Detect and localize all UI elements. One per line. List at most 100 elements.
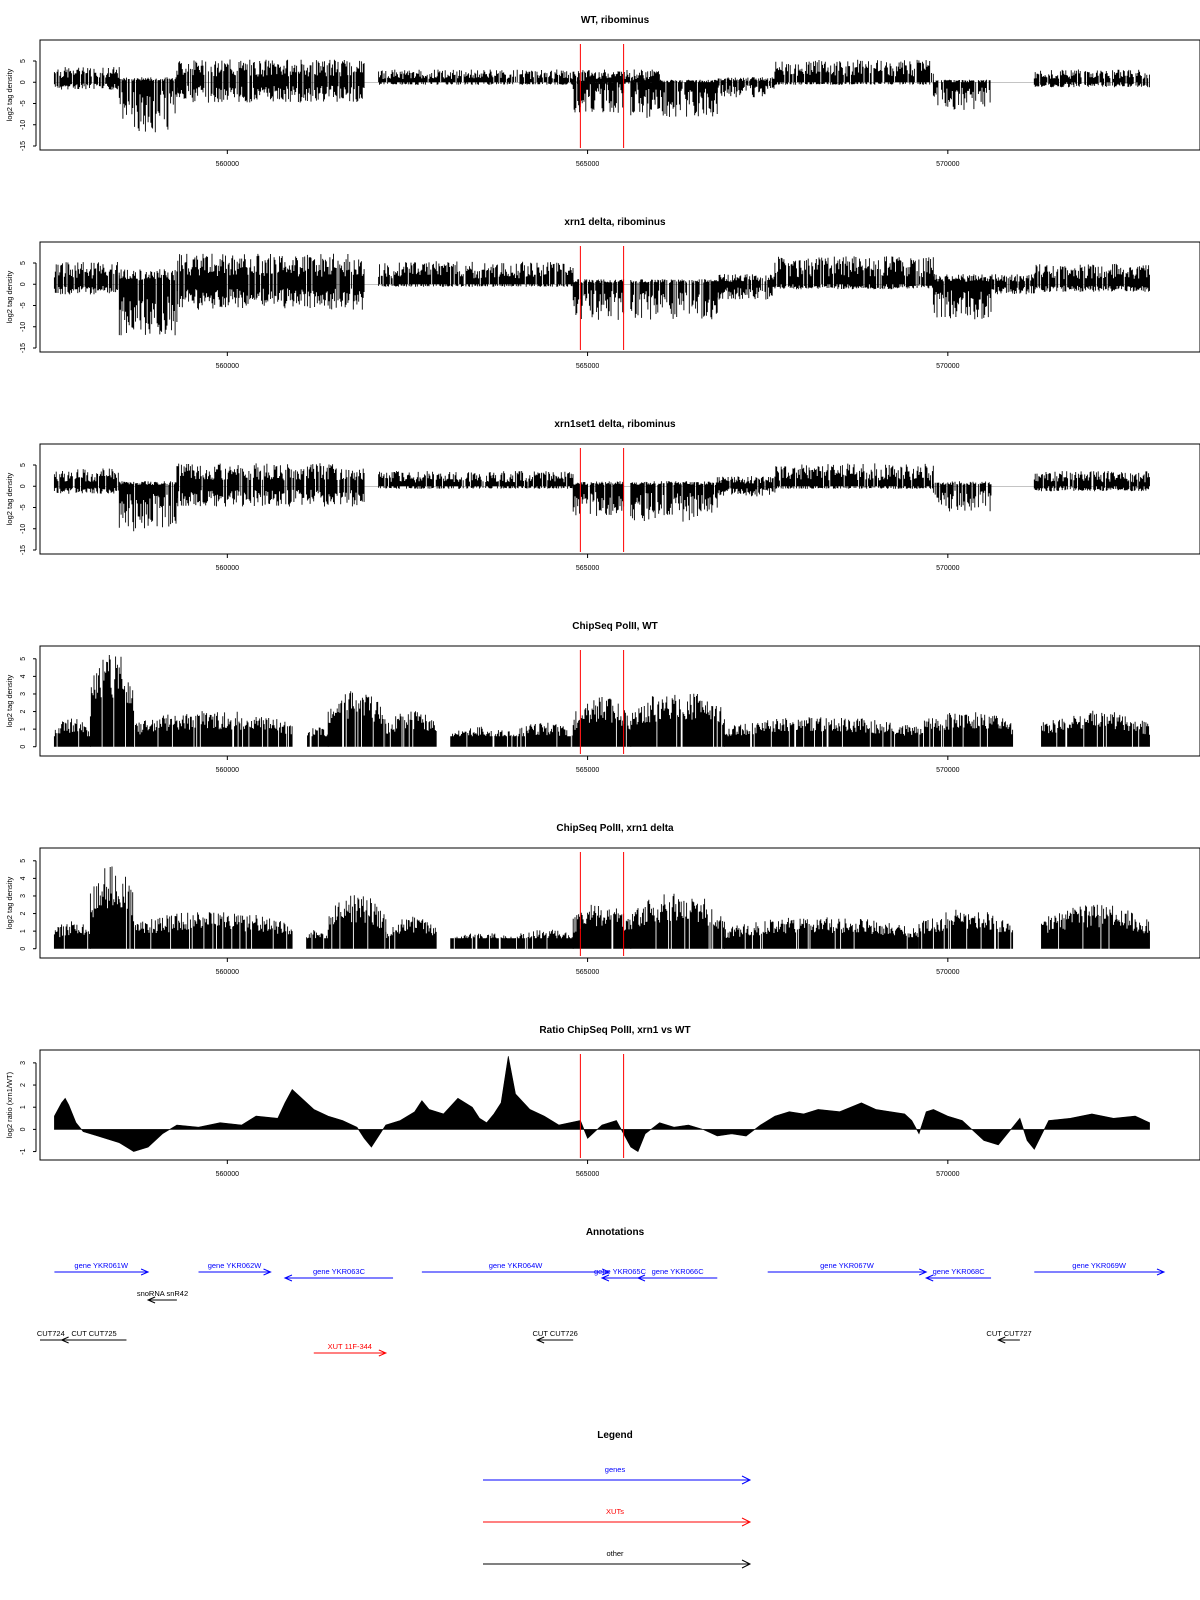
panel-2-title: xrn1 delta, ribominus xyxy=(564,217,666,228)
legend-xuts-label: XUTs xyxy=(606,1507,624,1516)
density-bars xyxy=(932,274,992,320)
density-bars xyxy=(53,67,120,90)
legend-item-other: other xyxy=(483,1549,752,1569)
density-bars xyxy=(515,722,573,747)
density-bars xyxy=(118,77,178,133)
feature-label: gene YKR062W xyxy=(208,1261,263,1270)
annotation-feature: CUT724 xyxy=(37,1329,65,1341)
x-tick-label: 565000 xyxy=(576,767,599,774)
annotation-feature: CUT CUT726 xyxy=(533,1329,578,1344)
density-bars xyxy=(89,866,135,949)
feature-label: gene YKR066C xyxy=(652,1267,705,1276)
density-bars xyxy=(724,717,919,747)
y-tick-label: 3 xyxy=(20,894,27,898)
panel-3-ylabel: log2 tag density xyxy=(5,472,14,525)
annotation-feature: gene YKR064W xyxy=(421,1261,611,1276)
annotation-feature: gene YKR066C xyxy=(636,1267,718,1282)
panel-5-axes: 5 4 3 2 1 0 560000 565000 570000 xyxy=(20,859,960,976)
density-bars xyxy=(385,916,437,949)
density-bars xyxy=(450,933,516,949)
x-tick-label: 570000 xyxy=(936,767,959,774)
panel-3-bars xyxy=(53,463,1150,532)
x-tick-label: 560000 xyxy=(216,565,239,572)
panel-6-ylabel: log2 ratio (xrn1/WT) xyxy=(5,1071,14,1138)
legend: Legend genes XUTs other xyxy=(483,1430,752,1569)
panel-1-markers xyxy=(579,44,625,148)
y-tick-label: 0 xyxy=(20,484,27,488)
y-tick-label: 4 xyxy=(20,876,27,880)
panel-2-axes: 5 0 -5 -10 -15 560000 565000 570000 xyxy=(20,261,960,370)
panel-5-title: ChipSeq PolII, xrn1 delta xyxy=(556,823,674,834)
density-bars xyxy=(932,481,992,512)
x-tick-label: 560000 xyxy=(216,363,239,370)
panel-3-frame xyxy=(39,443,1200,555)
annotation-feature: gene YKR063C xyxy=(283,1267,394,1282)
feature-label: XUT 11F-344 xyxy=(328,1342,372,1351)
density-bars xyxy=(118,269,178,336)
y-tick-label: -10 xyxy=(20,322,27,332)
panel-chipseq-xrn1: ChipSeq PolII, xrn1 delta log2 tag densi… xyxy=(5,823,1200,976)
panel-6-frame xyxy=(39,1049,1200,1161)
density-bars xyxy=(724,917,919,949)
panel-ratio: Ratio ChipSeq PolII, xrn1 vs WT log2 rat… xyxy=(5,1025,1200,1178)
density-bars xyxy=(630,79,718,118)
density-bars xyxy=(919,712,1014,747)
feature-label: CUT CUT727 xyxy=(986,1329,1031,1338)
panel-2-ylabel: log2 tag density xyxy=(5,270,14,323)
panel-3-markers xyxy=(579,448,625,552)
panel-1-axes: 5 0 -5 -10 -15 560000 565000 570000 xyxy=(20,59,960,168)
panel-3-title: xrn1set1 delta, ribominus xyxy=(554,419,676,430)
legend-genes-label: genes xyxy=(605,1465,626,1474)
y-tick-label: 1 xyxy=(20,1105,27,1109)
panel-6-markers xyxy=(579,1054,625,1158)
density-bars xyxy=(630,693,725,747)
panel-6-bars xyxy=(54,1056,1150,1153)
x-tick-label: 560000 xyxy=(216,1171,239,1178)
y-tick-label: 0 xyxy=(20,1127,27,1131)
x-tick-label: 565000 xyxy=(576,969,599,976)
feature-label: gene YKR064W xyxy=(489,1261,544,1270)
density-bars xyxy=(133,912,293,949)
feature-arrowhead xyxy=(1156,1268,1166,1276)
density-bars xyxy=(1033,471,1150,492)
feature-label: CUT724 xyxy=(37,1329,65,1338)
y-tick-label: 5 xyxy=(20,261,27,265)
density-bars xyxy=(1041,904,1150,949)
density-bars xyxy=(307,727,329,747)
legend-genes-arrowhead xyxy=(741,1475,752,1485)
annotation-feature: CUT CUT725 xyxy=(60,1329,127,1344)
density-bars xyxy=(176,463,365,507)
legend-other-label: other xyxy=(606,1549,624,1558)
x-tick-label: 560000 xyxy=(216,161,239,168)
density-bars xyxy=(176,59,365,103)
density-bars xyxy=(774,59,934,85)
density-bars xyxy=(572,79,625,113)
annotation-feature: CUT CUT727 xyxy=(986,1329,1032,1344)
panel-1-ylabel: log2 tag density xyxy=(5,68,14,121)
feature-arrowhead xyxy=(378,1349,388,1357)
feature-arrowhead xyxy=(283,1274,293,1282)
y-tick-label: -5 xyxy=(20,302,27,308)
panel-4-frame xyxy=(39,645,1200,757)
feature-arrowhead xyxy=(919,1268,928,1276)
density-bars xyxy=(515,929,574,949)
legend-item-xuts: XUTs xyxy=(483,1507,752,1527)
feature-arrowhead xyxy=(140,1268,150,1276)
panel-chipseq-wt: ChipSeq PolII, WT log2 tag density 5 4 3 2 1… xyxy=(5,621,1200,774)
density-bars xyxy=(1034,263,1150,292)
y-tick-label: 0 xyxy=(20,745,27,749)
y-tick-label: -5 xyxy=(20,504,27,510)
feature-arrowhead xyxy=(600,1274,610,1282)
feature-label: gene YKR069W xyxy=(1072,1261,1127,1270)
panel-5-ylabel: log2 tag density xyxy=(5,876,14,929)
panel-4-bars xyxy=(53,655,1150,747)
annotation-feature: gene YKR061W xyxy=(54,1261,150,1276)
density-bars xyxy=(572,481,625,516)
feature-arrowhead xyxy=(601,1268,611,1276)
density-bars xyxy=(378,471,574,489)
annotation-feature: gene YKR065C xyxy=(594,1267,647,1282)
y-tick-label: 0 xyxy=(20,947,27,951)
annotations-title: Annotations xyxy=(586,1227,645,1238)
density-bars xyxy=(1041,710,1150,747)
annotations-track: Annotations gene YKR061W gene YKR062W gene… xyxy=(37,1227,1166,1357)
